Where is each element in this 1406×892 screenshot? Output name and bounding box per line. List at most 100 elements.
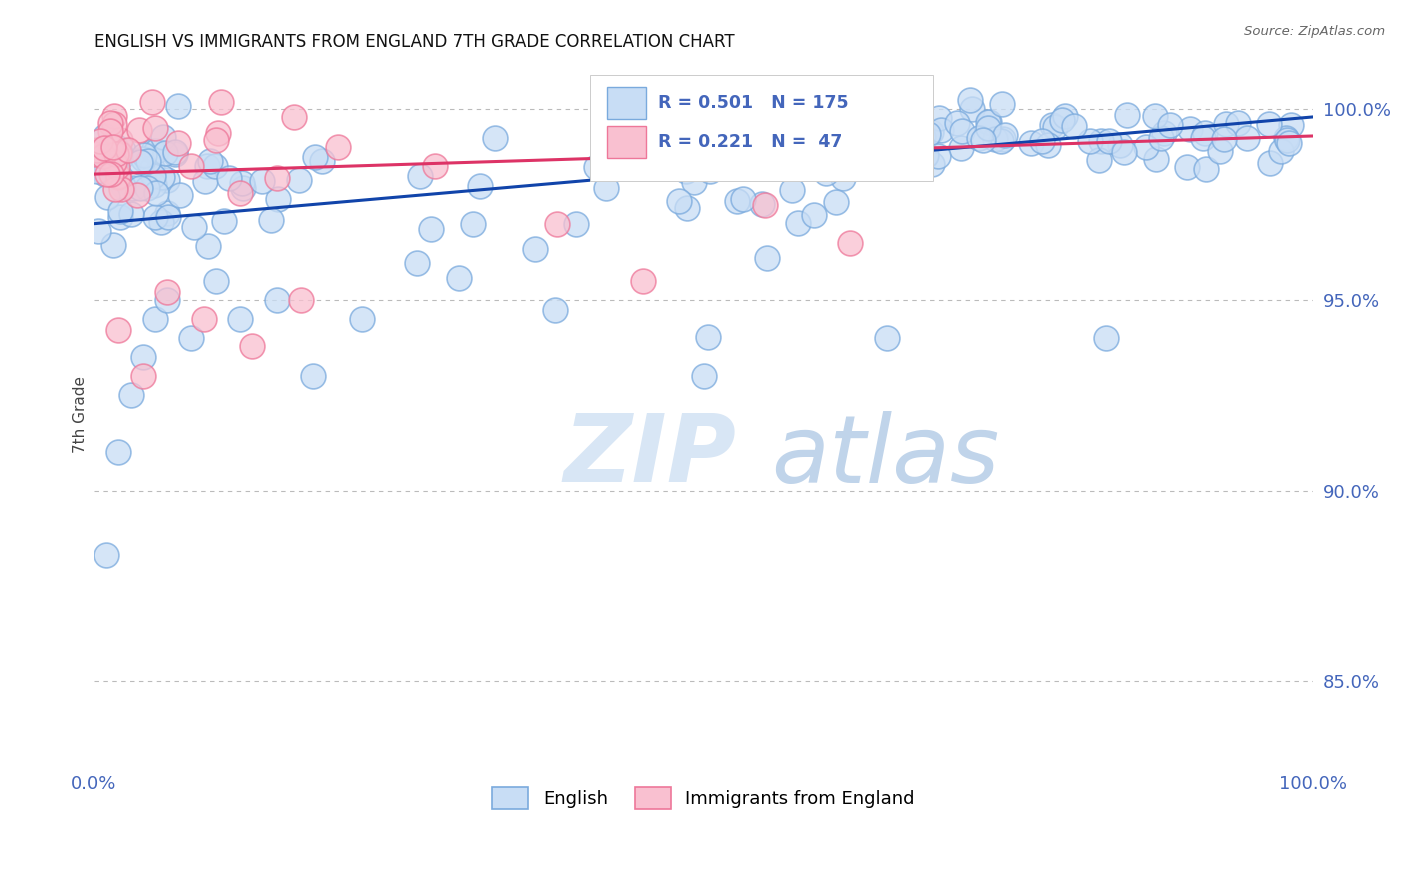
Point <box>107 169 129 184</box>
Point <box>108 211 131 225</box>
Point <box>84 147 107 161</box>
Point <box>143 121 166 136</box>
Point <box>1212 131 1234 145</box>
Point <box>733 192 755 206</box>
Point <box>132 147 155 161</box>
Point <box>136 181 159 195</box>
Point <box>143 312 166 326</box>
Point <box>104 163 127 178</box>
Point <box>103 117 125 131</box>
Point <box>991 132 1014 146</box>
Text: R = 0.221   N =  47: R = 0.221 N = 47 <box>658 133 842 151</box>
Point <box>165 145 187 159</box>
Point <box>155 173 177 187</box>
Point <box>101 140 124 154</box>
Point <box>120 207 142 221</box>
Point <box>94 549 117 563</box>
FancyBboxPatch shape <box>607 126 647 158</box>
Point <box>950 141 973 155</box>
Point <box>595 181 617 195</box>
Point <box>193 312 215 326</box>
Point <box>100 167 122 181</box>
Point <box>89 134 111 148</box>
Point <box>668 194 690 208</box>
Point <box>675 163 697 178</box>
Point <box>959 93 981 107</box>
Point <box>1279 118 1302 132</box>
Point <box>120 388 142 402</box>
Point <box>152 130 174 145</box>
Point <box>194 174 217 188</box>
Point <box>260 213 283 227</box>
Point <box>546 217 568 231</box>
Text: R = 0.501   N = 175: R = 0.501 N = 175 <box>658 94 849 112</box>
Point <box>131 350 153 364</box>
Point <box>104 182 127 196</box>
Point <box>145 144 167 158</box>
Point <box>967 131 990 145</box>
Point <box>1115 107 1137 121</box>
Point <box>585 160 607 174</box>
Point <box>994 128 1017 142</box>
Point <box>894 148 917 162</box>
Point <box>304 150 326 164</box>
Point <box>86 224 108 238</box>
Point <box>825 194 848 209</box>
Point <box>143 178 166 192</box>
Point <box>1063 119 1085 133</box>
Point <box>1195 162 1218 177</box>
Point <box>860 128 883 142</box>
Point <box>817 127 839 141</box>
Point <box>128 155 150 169</box>
Point <box>111 143 134 157</box>
Y-axis label: 7th Grade: 7th Grade <box>73 376 89 453</box>
Point <box>931 123 953 137</box>
Point <box>1215 117 1237 131</box>
Point <box>920 125 942 139</box>
Point <box>1143 109 1166 123</box>
Point <box>290 293 312 307</box>
Point <box>1040 118 1063 132</box>
Point <box>165 146 187 161</box>
Point <box>1175 160 1198 174</box>
Point <box>1144 152 1167 166</box>
Point <box>1260 156 1282 170</box>
Point <box>1159 119 1181 133</box>
Point <box>111 178 134 193</box>
Text: ZIP: ZIP <box>564 410 737 502</box>
Point <box>786 216 808 230</box>
FancyBboxPatch shape <box>591 76 932 181</box>
Point <box>352 312 374 326</box>
Point <box>838 235 860 250</box>
Point <box>136 153 159 168</box>
Point <box>915 148 938 162</box>
Point <box>94 128 117 143</box>
Point <box>197 239 219 253</box>
Point <box>288 173 311 187</box>
Point <box>105 172 128 186</box>
Point <box>142 144 165 158</box>
Point <box>141 161 163 175</box>
Point <box>198 154 221 169</box>
Point <box>425 160 447 174</box>
Point <box>1112 145 1135 159</box>
Point <box>908 139 931 153</box>
Point <box>156 285 179 300</box>
Point <box>100 124 122 138</box>
Point <box>157 210 180 224</box>
Point <box>195 159 218 173</box>
Point <box>180 160 202 174</box>
Point <box>835 141 858 155</box>
Point <box>1277 133 1299 147</box>
Point <box>94 167 117 181</box>
Point <box>86 164 108 178</box>
Point <box>697 330 720 344</box>
Point <box>229 186 252 201</box>
Point <box>815 166 838 180</box>
Point <box>912 129 935 144</box>
Point <box>991 97 1014 112</box>
Point <box>266 170 288 185</box>
Point <box>204 159 226 173</box>
Legend: English, Immigrants from England: English, Immigrants from England <box>485 780 922 816</box>
Point <box>856 135 879 149</box>
